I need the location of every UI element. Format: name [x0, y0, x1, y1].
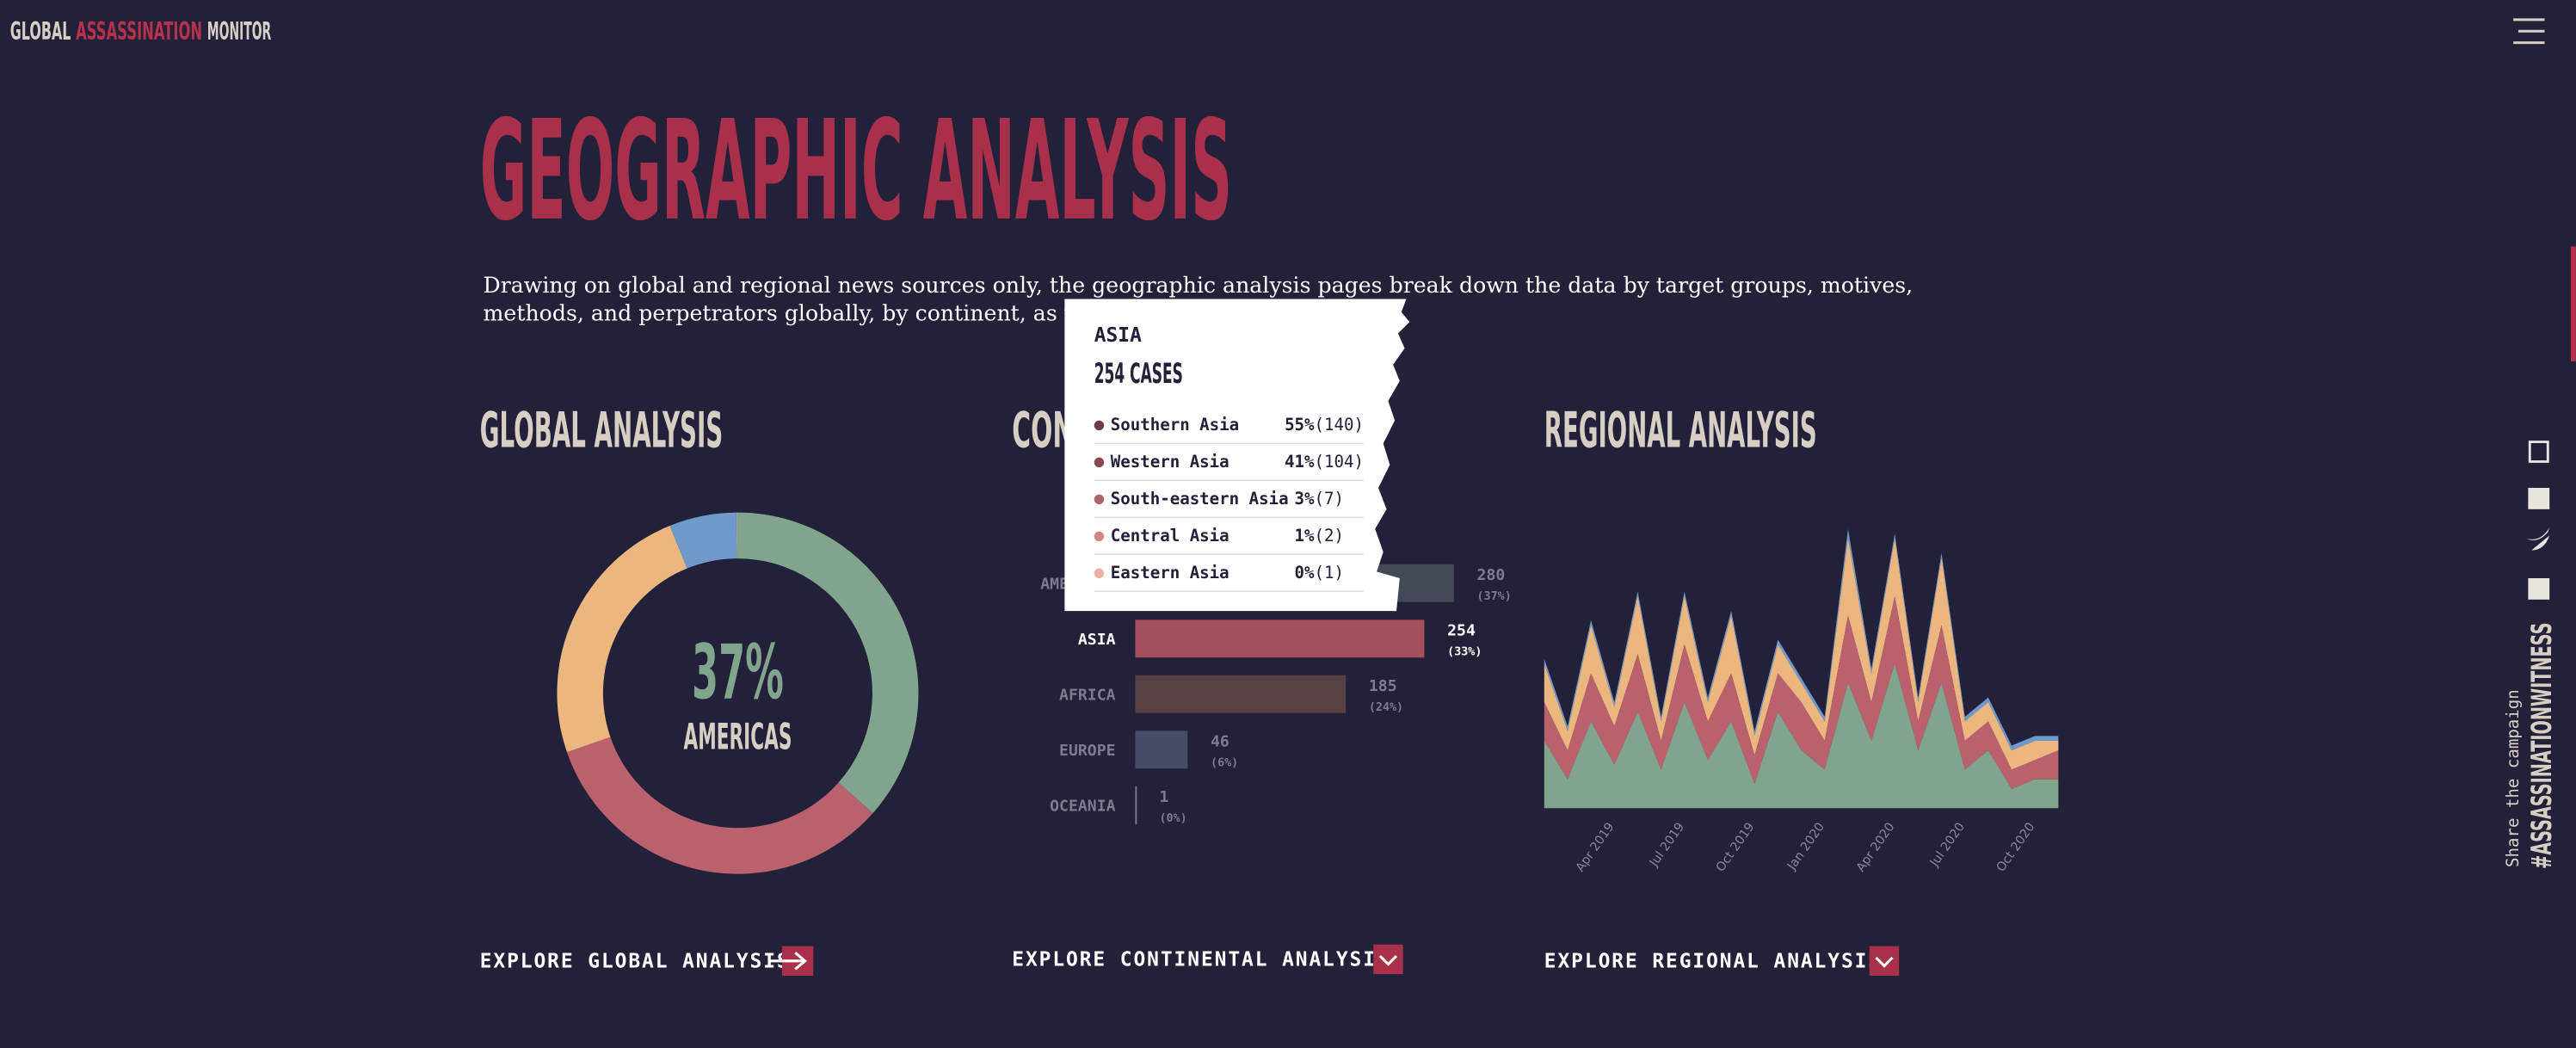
link-text: EXPLORE REGIONAL ANALYSIS	[1544, 950, 1882, 972]
link-text: EXPLORE GLOBAL ANALYSIS	[480, 950, 791, 972]
copy-icon[interactable]	[2528, 441, 2549, 463]
legend-dot	[1094, 531, 1105, 542]
share-label: (37%)	[1477, 590, 1512, 603]
region-share: 1%	[1295, 526, 1315, 546]
share-label: (0%)	[1160, 812, 1187, 825]
region-count: (7)	[1315, 489, 1344, 509]
donut-slice	[566, 737, 873, 874]
value-label: 185	[1369, 677, 1397, 695]
value-label: 280	[1477, 566, 1506, 584]
arrow-icon	[768, 952, 808, 971]
tooltip-panel	[1064, 299, 1410, 612]
bar	[1135, 786, 1137, 824]
bar	[1135, 675, 1347, 713]
donut-slice	[736, 512, 738, 559]
menu-button[interactable]	[2513, 18, 2545, 45]
region-share: 3%	[1295, 489, 1315, 509]
area	[1544, 538, 2059, 770]
link-button	[1869, 946, 1900, 976]
category-label: EUROPE	[1059, 742, 1115, 760]
legend-dot	[1094, 494, 1105, 505]
link-text: EXPLORE CONTINENTAL ANALYSIS	[1012, 949, 1390, 971]
brand[interactable]: GLOBAL ASSASSINATION MONITOR	[10, 16, 272, 46]
tooltip: ASIA 254 CASES Southern Asia 55% (140) West…	[1064, 299, 1410, 612]
donut-slice	[557, 526, 687, 753]
brand-monitor: MONITOR	[207, 16, 271, 46]
region-name: Central Asia	[1111, 526, 1229, 546]
donut-slice	[737, 512, 919, 814]
area	[1544, 663, 2059, 809]
category-label: OCEANIA	[1050, 798, 1115, 816]
region-count: (104)	[1315, 452, 1364, 472]
area	[1544, 596, 2059, 789]
category-label: AFRICA	[1059, 686, 1116, 704]
region-share: 55%	[1285, 415, 1315, 435]
share-label: (6%)	[1211, 756, 1238, 769]
value-label: 46	[1211, 732, 1229, 750]
section-heading: REGIONAL ANALYSIS	[1544, 401, 1817, 459]
region-count: (2)	[1315, 526, 1344, 546]
donut-slice	[669, 512, 737, 569]
share-label: (24%)	[1369, 701, 1403, 714]
share-hashtag[interactable]: #ASSASSINATIONWITNESS	[2525, 623, 2558, 869]
twitter-icon[interactable]	[2526, 527, 2550, 551]
donut-center-label: AMERICAS	[683, 716, 792, 758]
tooltip-subtitle: 254 CASES	[1094, 357, 1183, 390]
donut-center-value: 37%	[692, 627, 784, 716]
value-label: 254	[1447, 621, 1476, 639]
donut-chart	[557, 512, 919, 874]
region-name: Eastern Asia	[1111, 563, 1229, 583]
region-share: 41%	[1285, 452, 1315, 472]
linkedin-icon[interactable]	[2528, 578, 2550, 600]
intro-line: Drawing on global and regional news sour…	[484, 273, 1914, 298]
region-name: Western Asia	[1111, 452, 1229, 472]
legend-dot	[1094, 568, 1105, 578]
region-name: South-eastern Asia	[1111, 489, 1289, 509]
brand-assassination: ASSASSINATION	[76, 16, 202, 46]
share-label: (33%)	[1447, 645, 1482, 658]
region-share: 0%	[1295, 563, 1315, 583]
chevron-icon	[1378, 955, 1398, 966]
tooltip-rows: Southern Asia 55% (140) Western Asia 41% (104…	[1094, 415, 1364, 593]
link-button	[1373, 944, 1403, 975]
region-name: Southern Asia	[1111, 415, 1239, 435]
scroll-indicator	[2571, 246, 2576, 361]
share-icons	[2526, 441, 2550, 600]
page-title: GEOGRAPHIC ANALYSIS	[480, 90, 1232, 251]
section-heading: GLOBAL ANALYSIS	[480, 401, 724, 459]
tooltip-title: ASIA	[1094, 324, 1142, 347]
bar	[1135, 731, 1188, 769]
region-count: (140)	[1315, 415, 1364, 435]
legend-dot	[1094, 457, 1105, 468]
explore-continental[interactable]: EXPLORE CONTINENTAL ANALYSIS	[1012, 944, 1403, 975]
category-label: ASIA	[1078, 631, 1116, 649]
region-count: (1)	[1315, 563, 1344, 583]
explore-regional[interactable]: EXPLORE REGIONAL ANALYSIS	[1544, 946, 1900, 976]
brand-global: GLOBAL	[10, 16, 71, 46]
share-label: Share the campaign	[2503, 689, 2523, 867]
value-label: 1	[1160, 788, 1169, 806]
legend-dot	[1094, 420, 1105, 431]
chevron-icon	[1875, 956, 1894, 968]
explore-global[interactable]: EXPLORE GLOBAL ANALYSIS	[480, 946, 814, 976]
bar	[1135, 620, 1425, 658]
facebook-icon[interactable]	[2528, 488, 2550, 509]
